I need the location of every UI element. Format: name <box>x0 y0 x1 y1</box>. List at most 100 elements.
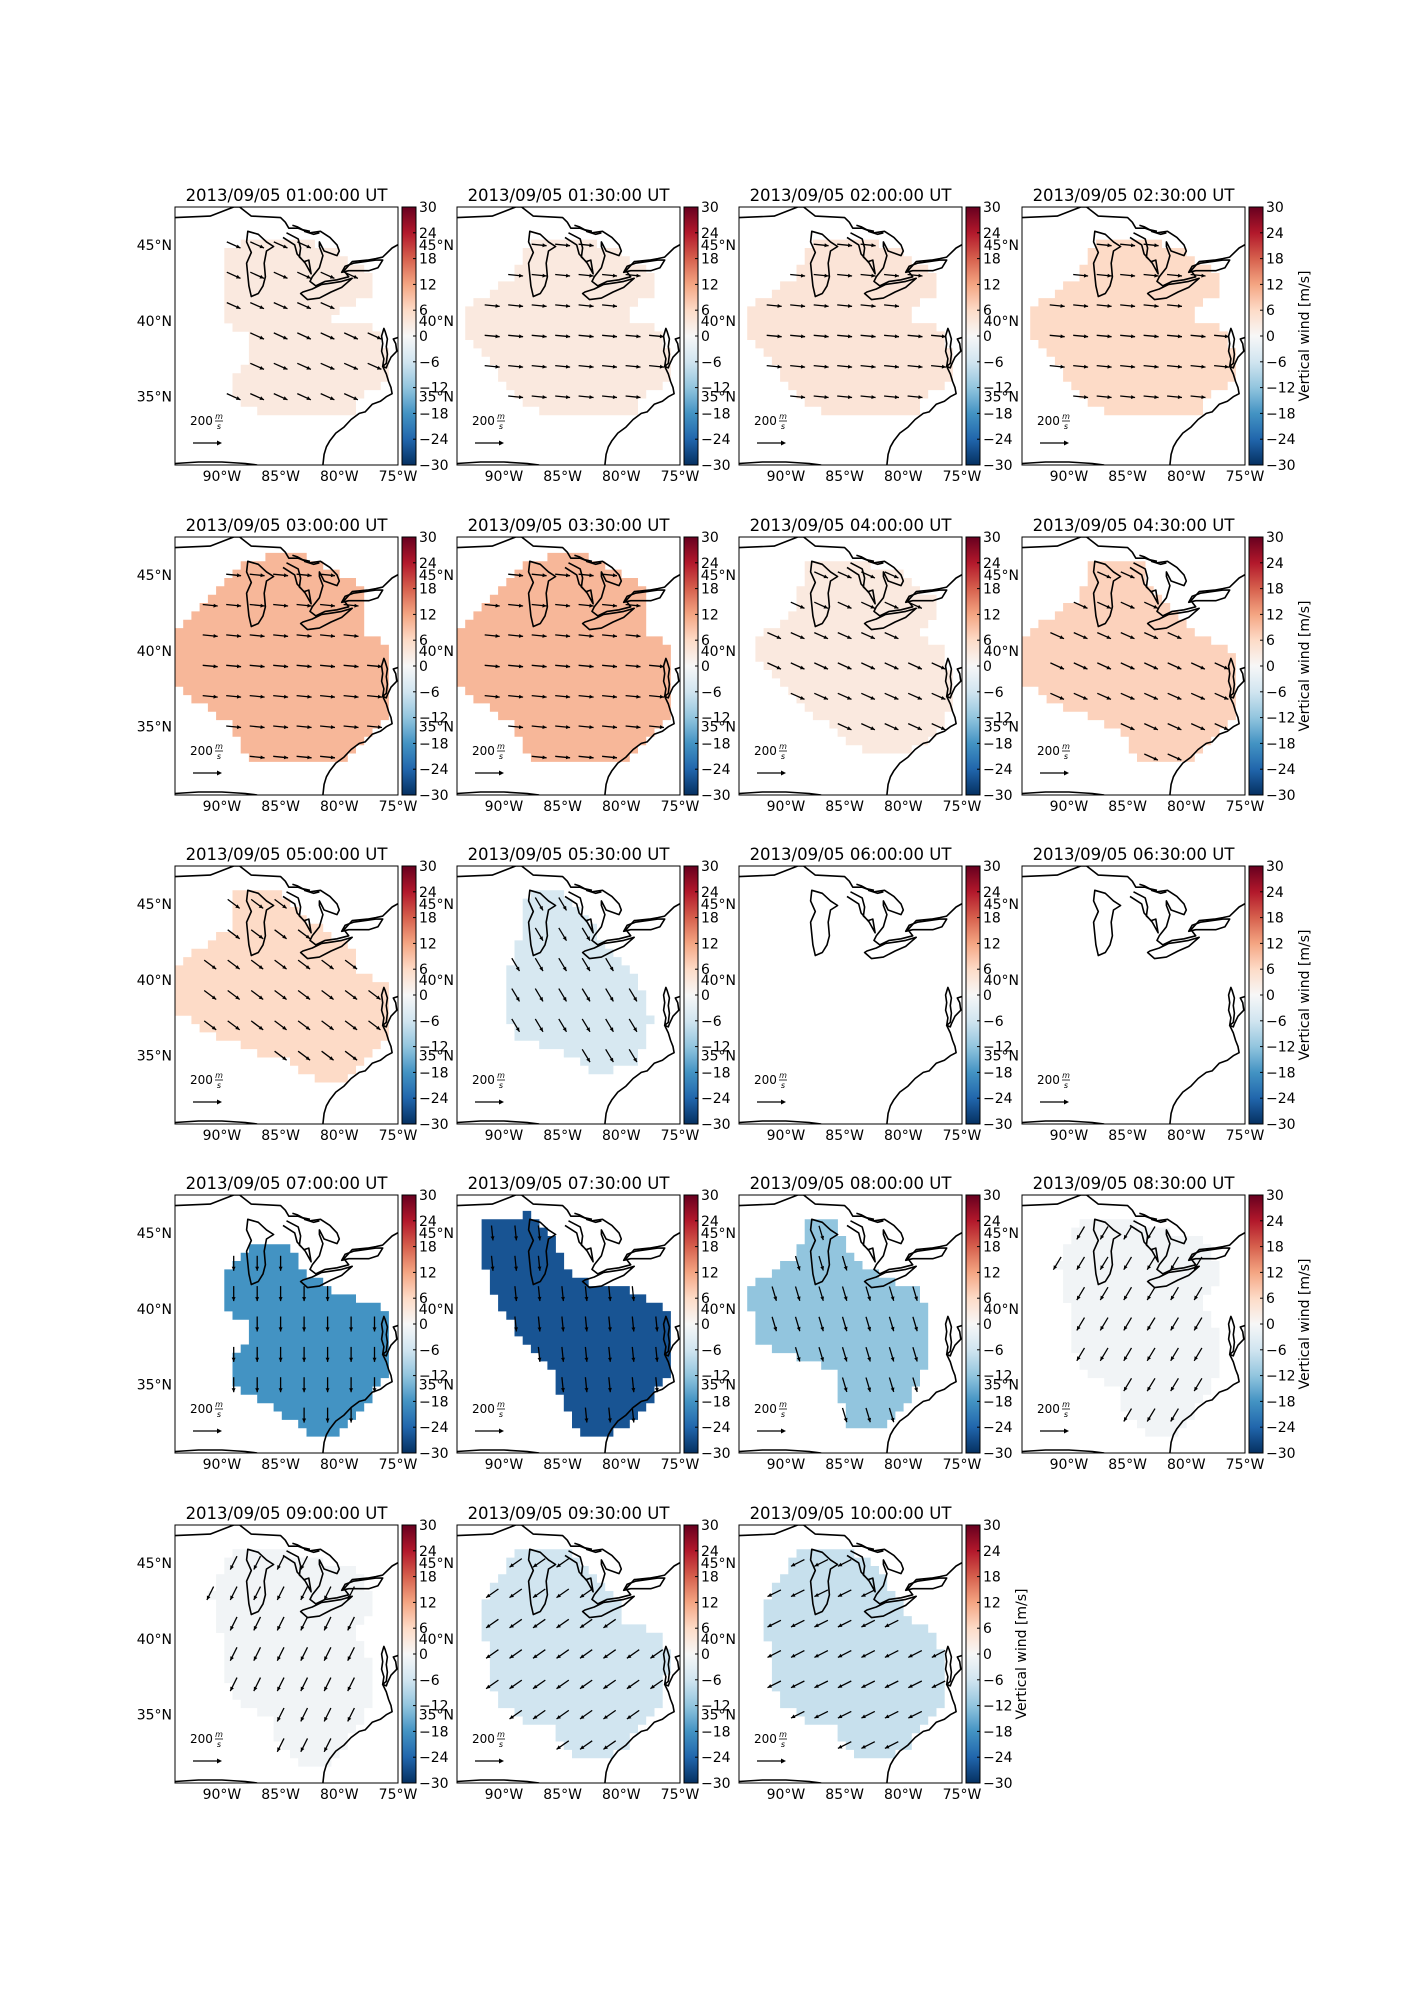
wind-arrow-head <box>890 1387 895 1392</box>
colorbar-tick-label: −24 <box>1266 1420 1296 1436</box>
wind-arrow-head <box>843 1266 848 1271</box>
wind-arrow-head <box>352 995 358 1000</box>
panel-title: 2013/09/05 01:30:00 UT <box>468 186 671 205</box>
lat-label: 40°N <box>419 644 454 660</box>
lake-huron-shore <box>846 562 876 605</box>
panel-plot-area <box>739 1195 962 1453</box>
wind-arrow-head <box>1147 1386 1151 1392</box>
colorbar-tick-label: −12 <box>701 711 731 727</box>
lon-label: 80°W <box>884 1787 923 1803</box>
wind-arrow-head <box>565 664 571 669</box>
wind-arrow-head <box>495 304 500 308</box>
lon-label: 80°W <box>320 1787 359 1803</box>
lon-label: 80°W <box>320 469 359 485</box>
wind-arrow-head <box>556 1624 561 1628</box>
wind-arrow-head <box>305 1056 311 1061</box>
lat-label: 35°N <box>419 390 454 406</box>
lake-erie <box>863 607 917 631</box>
panel-plot-area <box>739 1525 962 1783</box>
colorbar-tick-label: 30 <box>701 859 719 875</box>
colorbar-tick-label: 30 <box>701 1518 719 1534</box>
wind-arrow-head <box>871 273 876 278</box>
wind-arrow-head <box>626 1654 632 1659</box>
gulf-coastline <box>1022 1449 1105 1453</box>
wind-arrow-head <box>1123 1295 1128 1301</box>
colorbar-tick-label: −24 <box>701 762 731 778</box>
scale-value: 200 <box>754 1402 777 1416</box>
scale-unit-num: m <box>1062 742 1070 751</box>
panel-plot-area <box>739 866 962 1124</box>
wind-arrow-head <box>1177 273 1182 278</box>
wind-arrow-head <box>277 1716 281 1722</box>
atlantic-coastline <box>1169 1323 1245 1453</box>
wind-arrow-head <box>259 274 264 279</box>
wind-arrow-head <box>1100 1356 1105 1361</box>
lon-label: 75°W <box>1226 469 1265 485</box>
lake-huron-shore <box>564 232 594 275</box>
wind-arrow-head <box>1170 1356 1175 1361</box>
wind-arrow-head <box>894 395 899 399</box>
wind-arrow-head <box>589 603 594 608</box>
lake-erie <box>581 277 635 301</box>
colorbar-tick-label: −12 <box>701 1699 731 1715</box>
colorbar-tick-label: 6 <box>419 303 428 319</box>
lake-erie <box>1146 1265 1200 1289</box>
wind-arrow-head <box>884 1714 890 1719</box>
wind-arrow-head <box>305 995 311 1000</box>
wind-arrow-head <box>329 274 335 279</box>
colorbar: 30 24 18 12 6 0 −6 −12 −18 −24 −30 <box>401 1518 449 1792</box>
scale-arrow-head <box>1064 1099 1069 1105</box>
coastline <box>457 1525 680 1605</box>
colorbar-tick-label: −12 <box>419 1699 449 1715</box>
wind-arrow-head <box>777 334 782 339</box>
lon-label: 85°W <box>825 1787 864 1803</box>
wind-arrow-head <box>253 1686 258 1692</box>
wind-arrow-head <box>302 1388 307 1393</box>
colorbar-tick-label: 24 <box>701 556 719 572</box>
wind-arrow-head <box>330 573 335 578</box>
coastline <box>457 1195 680 1275</box>
colorbar-tick-label: 12 <box>419 1265 437 1281</box>
wind-arrow-head <box>1130 696 1135 700</box>
lake-ontario <box>622 259 666 274</box>
wind-arrow-head <box>908 1714 913 1719</box>
wind-arrow-head <box>330 664 335 669</box>
map-panel: 2013/09/05 07:00:00 UT 45°N 40°N 35°N 90°W 85… <box>137 1174 449 1473</box>
colorbar-tick-label: 12 <box>983 1595 1001 1611</box>
lake-erie <box>1146 277 1200 301</box>
wind-arrow-head <box>589 755 594 760</box>
colorbar-tick-label: −30 <box>701 1446 731 1462</box>
wind-arrow-head <box>307 603 312 608</box>
wind-arrow-head <box>1100 1295 1105 1301</box>
wind-arrow-head <box>791 1593 796 1597</box>
scale-arrow-head <box>499 1428 504 1434</box>
lake-huron-shore <box>564 1550 594 1593</box>
wind-arrow-head <box>940 696 946 700</box>
panel-title: 2013/09/05 04:00:00 UT <box>750 516 953 535</box>
wind-arrow-head <box>884 1623 890 1627</box>
colorbar: 30 24 18 12 6 0 −6 −12 −18 −24 −30 <box>683 200 731 474</box>
wind-arrow-head <box>609 1057 614 1063</box>
wind-arrow-head <box>211 995 217 1000</box>
wind-arrow-head <box>612 395 617 399</box>
scale-arrow-head <box>499 1758 504 1764</box>
colorbar-tick-label: 6 <box>1266 1291 1275 1307</box>
wind-arrow-head <box>800 273 806 278</box>
scale-unit-den: s <box>499 422 503 431</box>
lat-label: 45°N <box>419 568 454 584</box>
wind-arrow-head <box>1083 334 1089 339</box>
wind-arrow-head <box>843 1296 848 1301</box>
wind-arrow-head <box>283 244 288 249</box>
panel-title: 2013/09/05 08:00:00 UT <box>750 1174 953 1193</box>
chesapeake-bay <box>662 1315 671 1356</box>
atlantic-coastline <box>604 994 680 1124</box>
lon-label: 80°W <box>320 799 359 815</box>
lat-label: 40°N <box>984 973 1019 989</box>
wind-field-region <box>747 239 953 416</box>
wind-arrow-head <box>823 696 828 700</box>
wind-arrow-head <box>277 1595 281 1600</box>
atlantic-coastline <box>322 994 398 1124</box>
colorbar: 30 24 18 12 6 0 −6 −12 −18 −24 −30 <box>965 200 1013 474</box>
scale-arrow-head <box>781 770 786 776</box>
wind-arrow-head <box>633 996 637 1002</box>
